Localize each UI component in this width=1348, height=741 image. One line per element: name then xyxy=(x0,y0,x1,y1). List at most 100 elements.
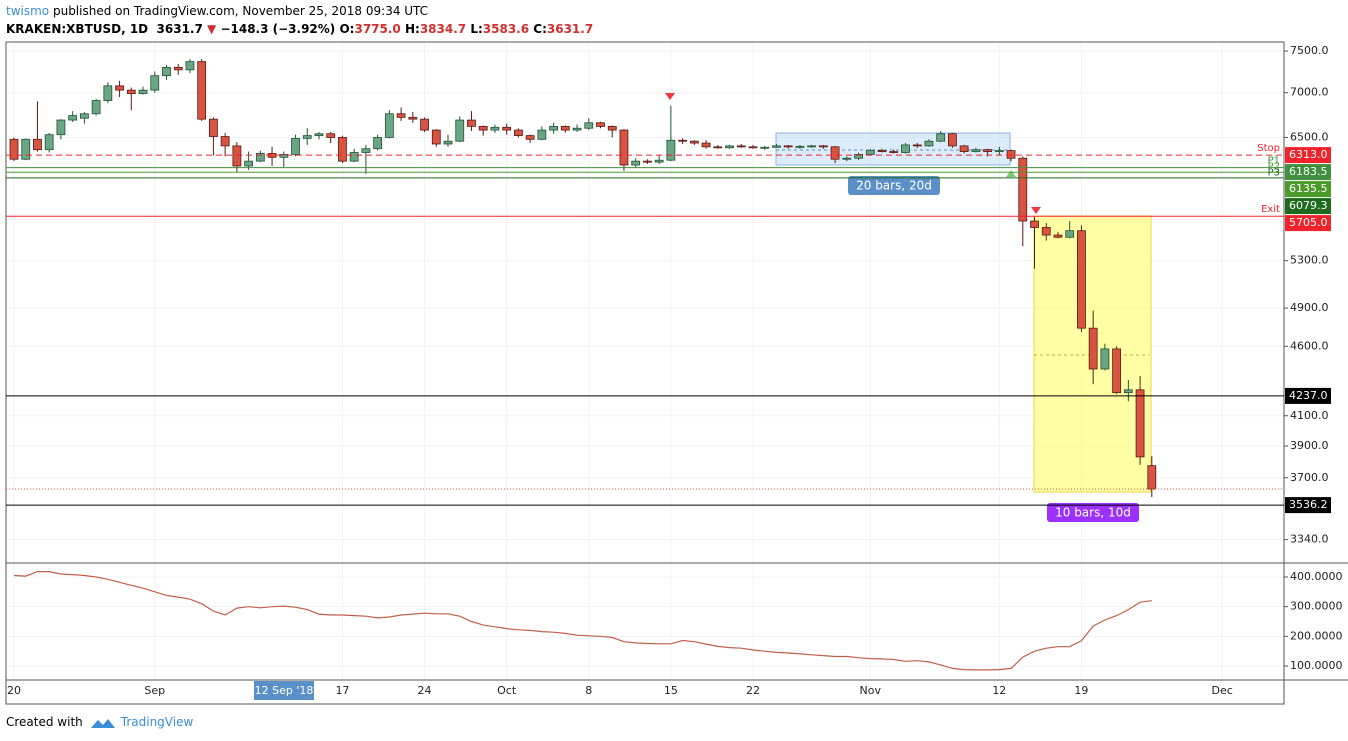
range-label-box xyxy=(848,176,940,195)
x-tick-label: Nov xyxy=(860,684,882,697)
l: 3583.6 xyxy=(482,22,530,36)
price-label: 6079.3 xyxy=(1289,199,1328,212)
candle-body xyxy=(173,66,183,71)
candle-body xyxy=(994,150,1004,153)
range-box[interactable] xyxy=(775,132,1011,166)
candle-body xyxy=(478,126,488,131)
candle-body xyxy=(596,122,605,127)
y-tick-label: 300.0000 xyxy=(1290,600,1343,613)
candle-body xyxy=(1006,150,1016,159)
x-tick-label: 22 xyxy=(746,684,760,697)
candle-body xyxy=(338,137,347,162)
candle-body xyxy=(584,122,594,129)
candle-body xyxy=(865,150,875,155)
candle-body xyxy=(889,151,899,153)
candle-body xyxy=(983,149,992,152)
c: 3631.7 xyxy=(546,22,594,36)
y-tick-label: 3340.0 xyxy=(1290,533,1329,546)
price-tag: P1 xyxy=(1268,156,1280,167)
arrow: ▼ xyxy=(207,22,217,36)
candle-body xyxy=(959,145,969,152)
candle-body xyxy=(185,61,195,71)
x-tick-label: Sep xyxy=(144,684,165,697)
x-tick-label: Oct xyxy=(497,684,517,697)
c-label: C: xyxy=(533,22,547,36)
candle-body xyxy=(678,139,688,142)
y-tick-label: 7500.0 xyxy=(1290,44,1329,57)
candle-body xyxy=(467,119,476,127)
candle-body xyxy=(56,119,66,136)
candle-body xyxy=(21,138,31,160)
candle-body xyxy=(607,126,617,131)
candle-body xyxy=(1030,220,1039,228)
sell-marker xyxy=(665,93,675,100)
candle-body xyxy=(244,160,254,167)
candle-body xyxy=(924,140,934,147)
price-tag: P2 xyxy=(1268,162,1280,173)
price-label: 4237.0 xyxy=(1289,389,1328,402)
candle-body xyxy=(807,145,817,148)
y-tick-label: 5300.0 xyxy=(1290,254,1329,267)
candle-body xyxy=(68,115,78,121)
x-tick-label: 19 xyxy=(1074,684,1088,697)
candle-body xyxy=(138,89,148,94)
candle-body xyxy=(818,145,828,148)
candle-body xyxy=(631,160,641,166)
price-label: 5705.0 xyxy=(1289,216,1328,229)
candle-body xyxy=(854,154,863,159)
price-label: 6135.5 xyxy=(1289,182,1328,195)
candle-body xyxy=(314,133,324,137)
candle-body xyxy=(255,153,265,162)
candle-body xyxy=(654,159,664,163)
y-tick-label: 200.0000 xyxy=(1290,629,1343,642)
candle-body xyxy=(373,137,383,150)
created: Created with xyxy=(6,715,83,729)
candle-body xyxy=(103,85,113,101)
candle-body xyxy=(783,145,793,148)
candle-body xyxy=(197,61,207,120)
y-tick-label: 3900.0 xyxy=(1290,439,1329,452)
crosshair-label-box xyxy=(254,681,314,700)
candle-body xyxy=(513,129,523,137)
candle-body xyxy=(126,89,136,94)
candle-body xyxy=(748,146,758,149)
x-tick-label: 24 xyxy=(418,684,432,697)
candle-body xyxy=(560,126,570,131)
candle-body xyxy=(326,133,336,138)
candle-body xyxy=(490,126,500,131)
candle-body xyxy=(1147,465,1157,490)
y-tick-label: 3700.0 xyxy=(1290,471,1329,484)
o-label: O: xyxy=(339,22,355,36)
candle-body xyxy=(1065,230,1075,238)
price-label-box xyxy=(1285,147,1331,164)
candle-body xyxy=(349,152,359,162)
candle-body xyxy=(1077,230,1086,329)
candle-body xyxy=(91,100,101,115)
candle-body xyxy=(232,145,242,167)
price-tag: Stop xyxy=(1257,143,1280,154)
range-label: 20 bars, 20d xyxy=(856,179,932,193)
author[interactable]: twismo xyxy=(6,4,50,18)
candle-body xyxy=(666,139,676,161)
candle-body xyxy=(1123,389,1133,394)
logo xyxy=(91,719,115,728)
price-tag: P3 xyxy=(1268,168,1280,179)
candle-body xyxy=(830,146,840,160)
change: −148.3 (−3.92%) xyxy=(220,22,336,36)
candle-body xyxy=(643,160,652,163)
h: 3834.7 xyxy=(419,22,467,36)
published: published on TradingView.com, November 2… xyxy=(52,4,429,18)
candle-body xyxy=(1100,348,1110,370)
candle-body xyxy=(725,145,734,149)
x-tick-label: 20 xyxy=(7,684,21,697)
crosshair-label: 12 Sep '18 xyxy=(255,684,314,697)
y-tick-label: 100.0000 xyxy=(1290,659,1343,672)
candle-body xyxy=(455,119,465,142)
h-label: H: xyxy=(404,22,420,36)
last: 3631.7 xyxy=(156,22,203,36)
y-tick-label: 400.0000 xyxy=(1290,570,1343,583)
indicator-line xyxy=(13,571,1152,671)
candle-body xyxy=(384,113,394,138)
brand[interactable]: TradingView xyxy=(120,715,194,729)
price-label-box xyxy=(1285,497,1331,514)
